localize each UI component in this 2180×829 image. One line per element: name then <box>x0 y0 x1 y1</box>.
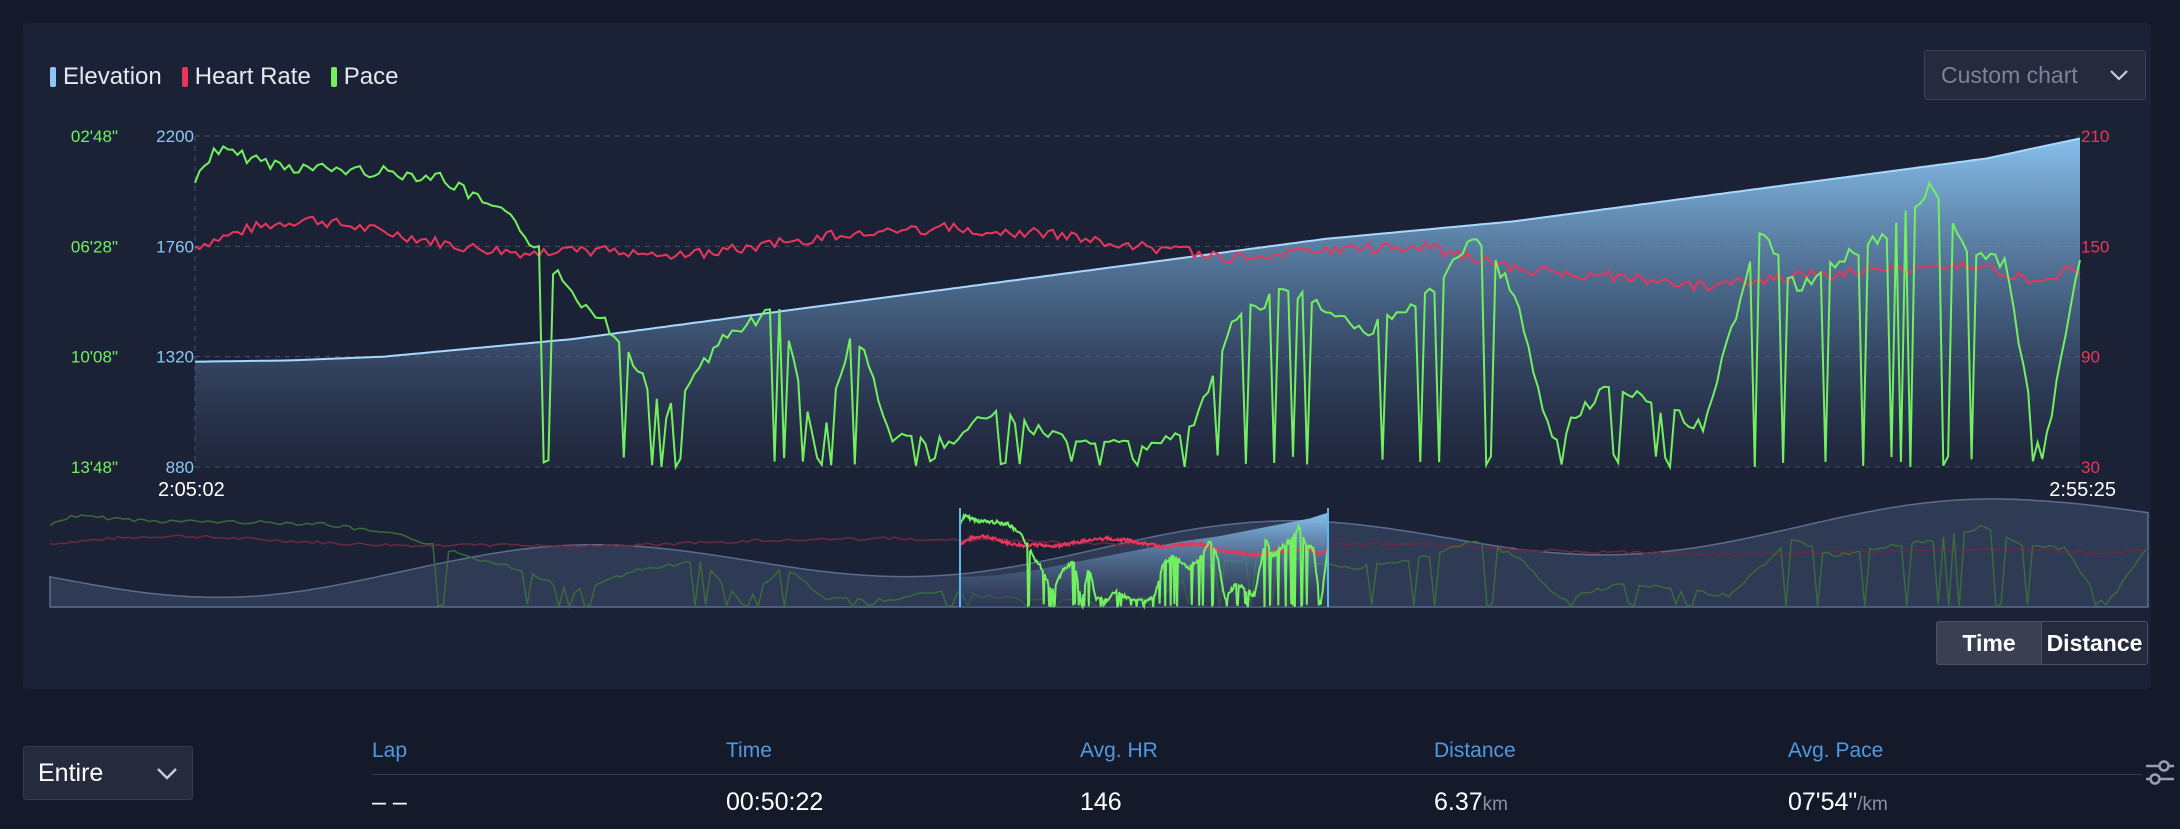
header-avg-pace[interactable]: Avg. Pace <box>1788 739 1884 762</box>
pace-tick-label: 06'28" <box>71 237 118 256</box>
chart-axes: 02'48" 2200 210 06'28" 1760 150 10'08" 1320 90 13… <box>71 127 2116 501</box>
heart-rate-tick-label: 150 <box>2081 237 2109 256</box>
laps-table: Lap Time Avg. HR Distance Avg. Pace – – … <box>372 728 2142 829</box>
heart-rate-tick-label: 210 <box>2081 127 2109 146</box>
legend-elevation[interactable]: Elevation <box>50 63 162 91</box>
x-end-label: 2:55:25 <box>2049 479 2116 501</box>
pace-line <box>194 144 2081 471</box>
header-time[interactable]: Time <box>726 739 772 762</box>
heart-rate-tick-label: 90 <box>2081 348 2100 367</box>
elevation-swatch <box>50 67 56 87</box>
avg-pace-value: 07'54" <box>1788 787 1858 816</box>
cell-time: 00:50:22 <box>726 787 824 816</box>
legend-pace[interactable]: Pace <box>330 63 399 91</box>
cell-distance: 6.37km <box>1434 788 1788 817</box>
cell-avg-pace: 07'54"/km <box>1788 788 2142 817</box>
elevation-tick-label: 1320 <box>156 348 194 367</box>
x-axis-mode-toggle: Time Distance <box>1936 621 2148 665</box>
cell-avg-hr: 146 <box>1080 787 1122 816</box>
main-chart: 02'48" 2200 210 06'28" 1760 150 10'08" 1320 90 13… <box>71 127 2116 501</box>
distance-value: 6.37 <box>1434 787 1483 816</box>
custom-chart-dropdown[interactable]: Custom chart <box>1924 50 2146 100</box>
pace-unit: /km <box>1857 793 1888 815</box>
pace-tick-label: 10'08" <box>71 348 118 367</box>
distance-button[interactable]: Distance <box>2041 622 2147 664</box>
legend-pace-label: Pace <box>343 63 399 90</box>
elevation-tick-label: 880 <box>166 458 194 477</box>
chevron-down-icon <box>2110 70 2128 81</box>
table-header: Lap Time Avg. HR Distance Avg. Pace <box>372 728 2142 775</box>
pace-swatch <box>330 67 337 87</box>
heart-rate-line <box>194 215 2081 293</box>
legend-heart-rate[interactable]: Heart Rate <box>181 63 311 91</box>
elevation-area <box>195 138 2080 467</box>
pace-tick-label: 13'48" <box>71 458 118 477</box>
elevation-tick-label: 2200 <box>156 127 194 146</box>
chart-legend: Elevation Heart Rate Pace <box>50 63 413 91</box>
header-avg-hr[interactable]: Avg. HR <box>1080 739 1158 762</box>
custom-chart-label: Custom chart <box>1941 61 2078 88</box>
pace-tick-label: 02'48" <box>71 127 118 146</box>
heart-rate-swatch <box>181 67 188 87</box>
cell-lap: – – <box>372 787 407 816</box>
table-row[interactable]: – – 00:50:22 146 6.37km 07'54"/km <box>372 775 2142 829</box>
chevron-down-icon <box>157 767 177 780</box>
legend-elevation-label: Elevation <box>63 63 162 90</box>
elevation-line <box>194 137 2081 363</box>
header-lap[interactable]: Lap <box>372 739 408 762</box>
elevation-tick-label: 1760 <box>156 237 194 256</box>
legend-heart-rate-label: Heart Rate <box>194 63 311 90</box>
x-start-label: 2:05:02 <box>158 479 225 501</box>
heart-rate-tick-label: 30 <box>2081 458 2100 477</box>
header-distance[interactable]: Distance <box>1434 739 1516 762</box>
distance-unit: km <box>1482 793 1508 815</box>
column-settings-icon[interactable] <box>2144 758 2176 788</box>
time-button[interactable]: Time <box>1937 622 2041 664</box>
lap-range-label: Entire <box>38 758 104 787</box>
lap-range-select[interactable]: Entire <box>23 746 193 800</box>
